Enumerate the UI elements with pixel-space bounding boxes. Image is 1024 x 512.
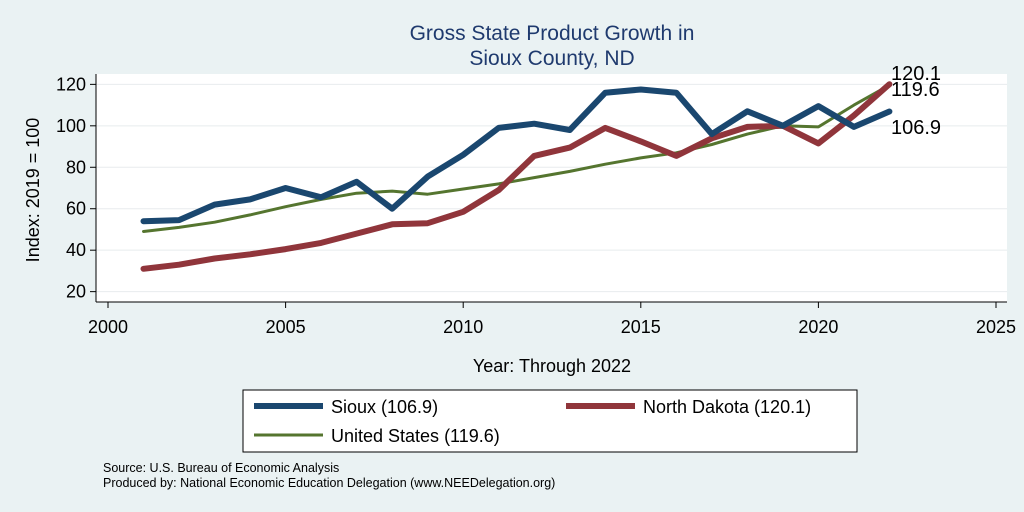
end-label-sioux: 106.9 — [891, 117, 941, 139]
end-label-north-dakota: 120.1 — [891, 63, 941, 85]
x-tick-label: 2015 — [621, 317, 661, 337]
y-tick-label: 20 — [66, 282, 86, 302]
y-axis-label: Index: 2019 = 100 — [23, 118, 43, 263]
series-lines — [140, 81, 893, 272]
y-tick-label: 120 — [56, 74, 86, 94]
x-tick-label: 2005 — [266, 317, 306, 337]
x-tick-label: 2020 — [798, 317, 838, 337]
y-tick-label: 40 — [66, 240, 86, 260]
end-label-united-states: 119.6 — [891, 79, 940, 101]
plot-area — [96, 74, 1007, 302]
legend-label-sioux: Sioux (106.9) — [331, 397, 438, 417]
legend-label-north-dakota: North Dakota (120.1) — [643, 397, 811, 417]
y-tick-label: 100 — [56, 116, 86, 136]
y-ticks: 20 40 60 80 100 120 — [56, 74, 96, 302]
x-tick-label: 2010 — [443, 317, 483, 337]
y-tick-label: 80 — [66, 157, 86, 177]
legend-label-united-states: United States (119.6) — [331, 426, 500, 446]
legend: Sioux (106.9) North Dakota (120.1) Unite… — [242, 389, 858, 453]
produced-by-note: Produced by: National Economic Education… — [103, 476, 555, 490]
series-line-north-dakota — [140, 81, 893, 272]
x-tick-label: 2025 — [976, 317, 1016, 337]
x-axis-label: Year: Through 2022 — [473, 356, 631, 376]
source-note: Source: U.S. Bureau of Economic Analysis — [103, 461, 339, 475]
series-line-united-states — [142, 83, 891, 233]
x-tick-label: 2000 — [88, 317, 128, 337]
chart-title-line-2: Sioux County, ND — [469, 47, 634, 70]
x-ticks: 2000 2005 2010 2015 2020 2025 — [88, 302, 1016, 337]
y-tick-label: 60 — [66, 199, 86, 219]
series-line-sioux — [140, 86, 893, 225]
chart-title-line-1: Gross State Product Growth in — [410, 22, 695, 45]
legend-box — [242, 389, 858, 453]
